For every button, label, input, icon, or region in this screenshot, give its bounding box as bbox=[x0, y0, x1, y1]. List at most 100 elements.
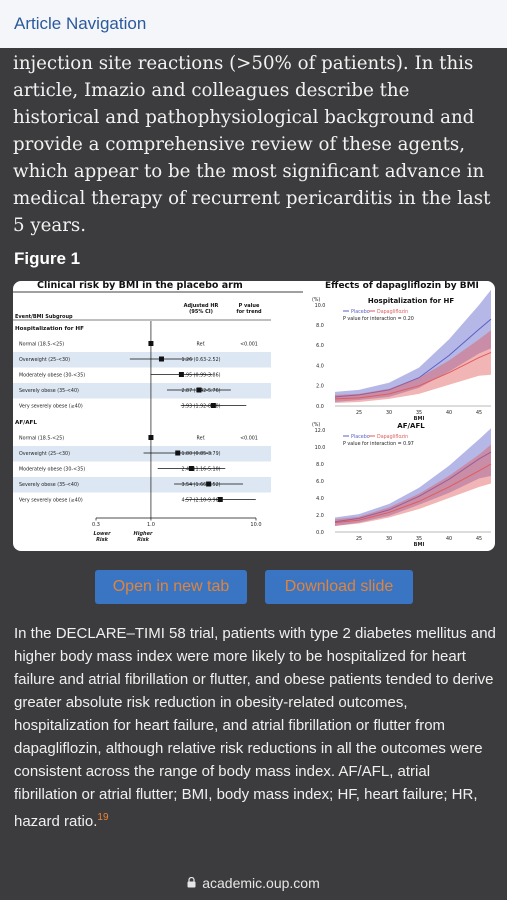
curve-y-tick-label: 8.0 bbox=[316, 323, 324, 329]
curve-y-tick-label: 4.0 bbox=[316, 363, 324, 369]
forest-higher-label: Risk bbox=[137, 537, 150, 543]
curve-xlabel: BMI bbox=[414, 542, 425, 548]
curve-p-value: P value for interaction = 0.20 bbox=[343, 316, 414, 322]
forest-point bbox=[188, 466, 194, 471]
curve-chart-title: Hospitalization for HF bbox=[368, 297, 454, 305]
curve-x-tick-label: 40 bbox=[446, 410, 452, 416]
curve-y-tick-label: 2.0 bbox=[316, 384, 324, 390]
forest-row-shade bbox=[13, 352, 271, 368]
forest-row-shade bbox=[13, 446, 271, 462]
right-panel-title: Effects of dapagliflozin by BMI bbox=[325, 281, 479, 291]
col-hr-1: Adjusted HR bbox=[184, 303, 219, 309]
open-in-new-tab-button[interactable]: Open in new tab bbox=[95, 570, 247, 604]
forest-row-label: Normal (18.5-<25) bbox=[19, 342, 64, 348]
forest-row-label: Very severely obese (≥40) bbox=[19, 404, 83, 410]
col-subgroup: Event/BMI Subgroup bbox=[15, 314, 73, 320]
forest-row-hr: 2.43 (1.16-5.10) bbox=[181, 467, 220, 473]
url-text: academic.oup.com bbox=[202, 875, 320, 891]
figure-label: Figure 1 bbox=[14, 249, 81, 268]
curve-ylabel: (%) bbox=[312, 422, 320, 428]
forest-lower-label: Lower bbox=[93, 531, 111, 537]
legend-placebo-label: Placebo bbox=[351, 434, 370, 440]
top-bar: Article Navigation bbox=[0, 0, 507, 48]
curve-y-tick-label: 10.0 bbox=[315, 303, 326, 309]
legend-placebo-label: Placebo bbox=[351, 309, 370, 315]
col-hr-2: (95% CI) bbox=[189, 309, 213, 315]
forest-group-label: AF/AFL bbox=[15, 420, 37, 426]
forest-row-hr: 3.93 (1.92-8.08) bbox=[181, 404, 220, 410]
forest-point bbox=[196, 387, 202, 393]
curve-x-tick-label: 25 bbox=[356, 410, 362, 416]
reference-link[interactable]: 19 bbox=[97, 812, 109, 823]
curve-y-tick-label: 0.0 bbox=[316, 404, 324, 410]
forest-row-shade bbox=[13, 477, 271, 493]
curve-y-tick-label: 0.0 bbox=[316, 530, 324, 536]
forest-row-label: Moderately obese (30-<35) bbox=[19, 373, 85, 379]
curve-y-tick-label: 12.0 bbox=[315, 428, 326, 434]
browser-url-bar[interactable]: academic.oup.com bbox=[0, 866, 507, 900]
left-panel-title: Clinical risk by BMI in the placebo arm bbox=[37, 281, 243, 291]
curve-y-tick-label: 6.0 bbox=[316, 479, 324, 485]
col-p-2: for trend bbox=[236, 309, 262, 315]
forest-row-hr: 3.54 (1.66-7.52) bbox=[181, 482, 220, 488]
curve-y-tick-label: 2.0 bbox=[316, 513, 324, 519]
curve-chart-title: AF/AFL bbox=[397, 422, 425, 430]
curve-line-placebo bbox=[334, 451, 492, 523]
article-paragraph: injection site reactions (>50% of patien… bbox=[13, 53, 491, 236]
curve-x-tick-label: 35 bbox=[416, 536, 422, 542]
figure-graphic: Clinical risk by BMI in the placebo arm … bbox=[13, 281, 492, 548]
forest-row-hr: Ref. bbox=[197, 342, 206, 348]
curve-y-tick-label: 4.0 bbox=[316, 496, 324, 502]
forest-point bbox=[217, 497, 223, 502]
forest-row-label: Severely obese (35-<40) bbox=[19, 482, 79, 488]
curve-line-placebo bbox=[334, 318, 492, 398]
forest-tick-label: 10.0 bbox=[250, 522, 261, 528]
curve-x-tick-label: 45 bbox=[476, 536, 482, 542]
forest-row-label: Moderately obese (30-<35) bbox=[19, 467, 85, 473]
bmi-effect-charts: (%) 0.0 2.0 4.0 6.0 8.0 10.0 Hospitalization fo… bbox=[312, 289, 492, 548]
curve-ci-band-dapagliflozin bbox=[335, 330, 491, 403]
forest-tick-label: 1.0 bbox=[147, 522, 155, 528]
curve-y-tick-label: 10.0 bbox=[315, 445, 326, 451]
curve-xlabel: BMI bbox=[414, 416, 425, 422]
caption-text: In the DECLARE–TIMI 58 trial, patients w… bbox=[14, 625, 496, 830]
forest-row-label: Normal (18.5-<25) bbox=[19, 436, 64, 442]
curve-x-tick-label: 30 bbox=[386, 410, 392, 416]
forest-row-label: Severely obese (35-<40) bbox=[19, 388, 79, 394]
figure-caption: In the DECLARE–TIMI 58 trial, patients w… bbox=[14, 622, 496, 833]
download-slide-button[interactable]: Download slide bbox=[265, 570, 413, 604]
lock-icon bbox=[187, 875, 196, 891]
forest-row-label: Very severely obese (≥40) bbox=[19, 498, 83, 504]
forest-row-hr: 1.95 (0.99-3.86) bbox=[181, 373, 220, 379]
forest-lower-label: Risk bbox=[96, 537, 109, 543]
curve-x-tick-label: 30 bbox=[386, 536, 392, 542]
forest-row-hr: 1.80 (0.85-3.79) bbox=[181, 451, 220, 457]
forest-point bbox=[178, 372, 184, 377]
forest-group-label: Hospitalization for HF bbox=[15, 326, 84, 332]
forest-plot: Hospitalization for HF Normal (18.5-<25) R… bbox=[13, 321, 271, 543]
curve-x-tick-label: 40 bbox=[446, 536, 452, 542]
curve-p-value: P value for interaction = 0.97 bbox=[343, 441, 414, 447]
curve-line-dapagliflozin bbox=[334, 463, 492, 524]
forest-row-hr: 4.57 (2.10-9.96) bbox=[181, 498, 220, 504]
figure-image[interactable]: Clinical risk by BMI in the placebo arm … bbox=[13, 281, 495, 551]
forest-point bbox=[210, 403, 216, 408]
forest-row-p: <0.001 bbox=[240, 342, 258, 348]
forest-row-hr: Ref. bbox=[197, 436, 206, 442]
curve-line-dapagliflozin bbox=[334, 352, 492, 400]
legend-dapagliflozin-label: Dapagliflozin bbox=[377, 434, 408, 440]
forest-point bbox=[158, 356, 164, 362]
forest-higher-label: Higher bbox=[134, 531, 153, 537]
curve-x-tick-label: 45 bbox=[476, 410, 482, 416]
forest-point bbox=[175, 450, 181, 456]
forest-tick-label: 0.3 bbox=[92, 522, 100, 528]
curve-y-tick-label: 6.0 bbox=[316, 343, 324, 349]
curve-ylabel: (%) bbox=[312, 297, 320, 303]
forest-row-label: Overweight (25-<30) bbox=[19, 357, 70, 363]
forest-row-shade bbox=[13, 383, 271, 399]
forest-row-label: Overweight (25-<30) bbox=[19, 451, 70, 457]
curve-x-tick-label: 25 bbox=[356, 536, 362, 542]
curve-ci-band-placebo bbox=[335, 428, 491, 527]
col-p-1: P value bbox=[239, 303, 260, 309]
article-navigation-link[interactable]: Article Navigation bbox=[14, 14, 147, 33]
